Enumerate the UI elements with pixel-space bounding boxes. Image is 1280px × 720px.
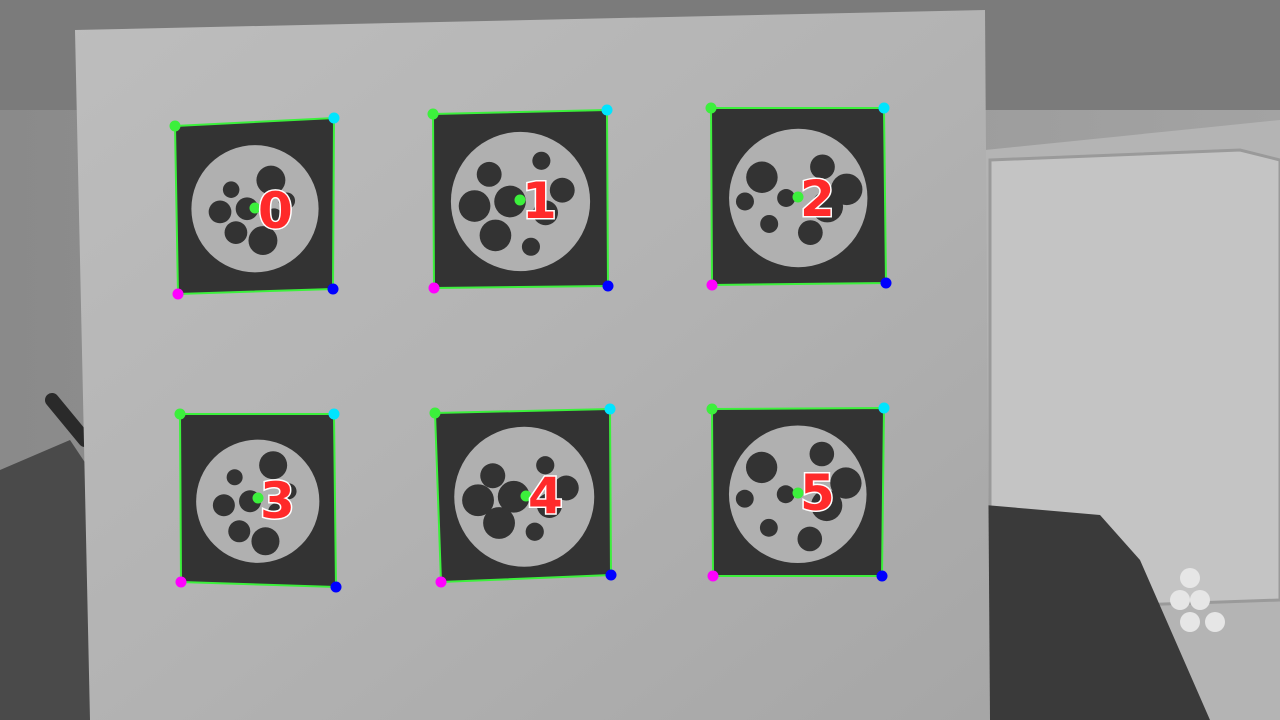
center-dot bbox=[792, 191, 804, 203]
chair-left bbox=[0, 440, 90, 720]
corner-top-left bbox=[169, 120, 181, 132]
corner-bottom-left bbox=[175, 576, 187, 588]
center-dot bbox=[514, 194, 526, 206]
marker-id-label: 2 bbox=[800, 170, 835, 228]
corner-top-left bbox=[706, 403, 718, 415]
marker-pattern bbox=[458, 151, 575, 256]
marker-pattern bbox=[208, 165, 296, 256]
corner-top-right bbox=[878, 402, 890, 414]
corner-bottom-left bbox=[172, 288, 184, 300]
corner-top-right bbox=[328, 408, 340, 420]
corner-top-right bbox=[878, 102, 890, 114]
corner-bottom-left bbox=[428, 282, 440, 294]
corner-bottom-right bbox=[876, 570, 888, 582]
marker-3: 3 bbox=[174, 408, 342, 593]
corner-top-left bbox=[427, 108, 439, 120]
corner-top-right bbox=[604, 403, 616, 415]
marker-id-label: 3 bbox=[260, 472, 295, 530]
chair-handle bbox=[45, 393, 92, 447]
corner-bottom-left bbox=[706, 279, 718, 291]
aruco-markers: 0 1 2 3 4 5 bbox=[169, 102, 892, 593]
corner-top-left bbox=[429, 407, 441, 419]
marker-pattern bbox=[735, 154, 863, 245]
center-dot bbox=[520, 490, 532, 502]
corner-top-right bbox=[328, 112, 340, 124]
center-dot bbox=[792, 487, 804, 499]
chair-right bbox=[985, 505, 1210, 720]
marker-4: 4 bbox=[429, 403, 617, 588]
corner-bottom-left bbox=[707, 570, 719, 582]
corner-bottom-left bbox=[435, 576, 447, 588]
corner-top-left bbox=[174, 408, 186, 420]
marker-5: 5 bbox=[706, 402, 890, 582]
marker-1: 1 bbox=[427, 104, 614, 294]
objects-shelf bbox=[1170, 568, 1225, 632]
marker-id-label: 1 bbox=[522, 172, 557, 230]
corner-top-right bbox=[601, 104, 613, 116]
marker-pattern bbox=[735, 441, 862, 552]
corner-bottom-right bbox=[327, 283, 339, 295]
marker-pattern bbox=[462, 456, 579, 541]
marker-id-label: 4 bbox=[528, 467, 563, 525]
corner-bottom-right bbox=[605, 569, 617, 581]
corner-bottom-right bbox=[602, 280, 614, 292]
marker-id-label: 0 bbox=[258, 182, 293, 240]
center-dot bbox=[249, 202, 261, 214]
corner-bottom-right bbox=[880, 277, 892, 289]
marker-pattern bbox=[212, 451, 297, 556]
center-dot bbox=[252, 492, 264, 504]
corner-bottom-right bbox=[330, 581, 342, 593]
marker-2: 2 bbox=[705, 102, 892, 291]
marker-0: 0 bbox=[169, 112, 340, 300]
corner-top-left bbox=[705, 102, 717, 114]
marker-id-label: 5 bbox=[800, 464, 835, 522]
